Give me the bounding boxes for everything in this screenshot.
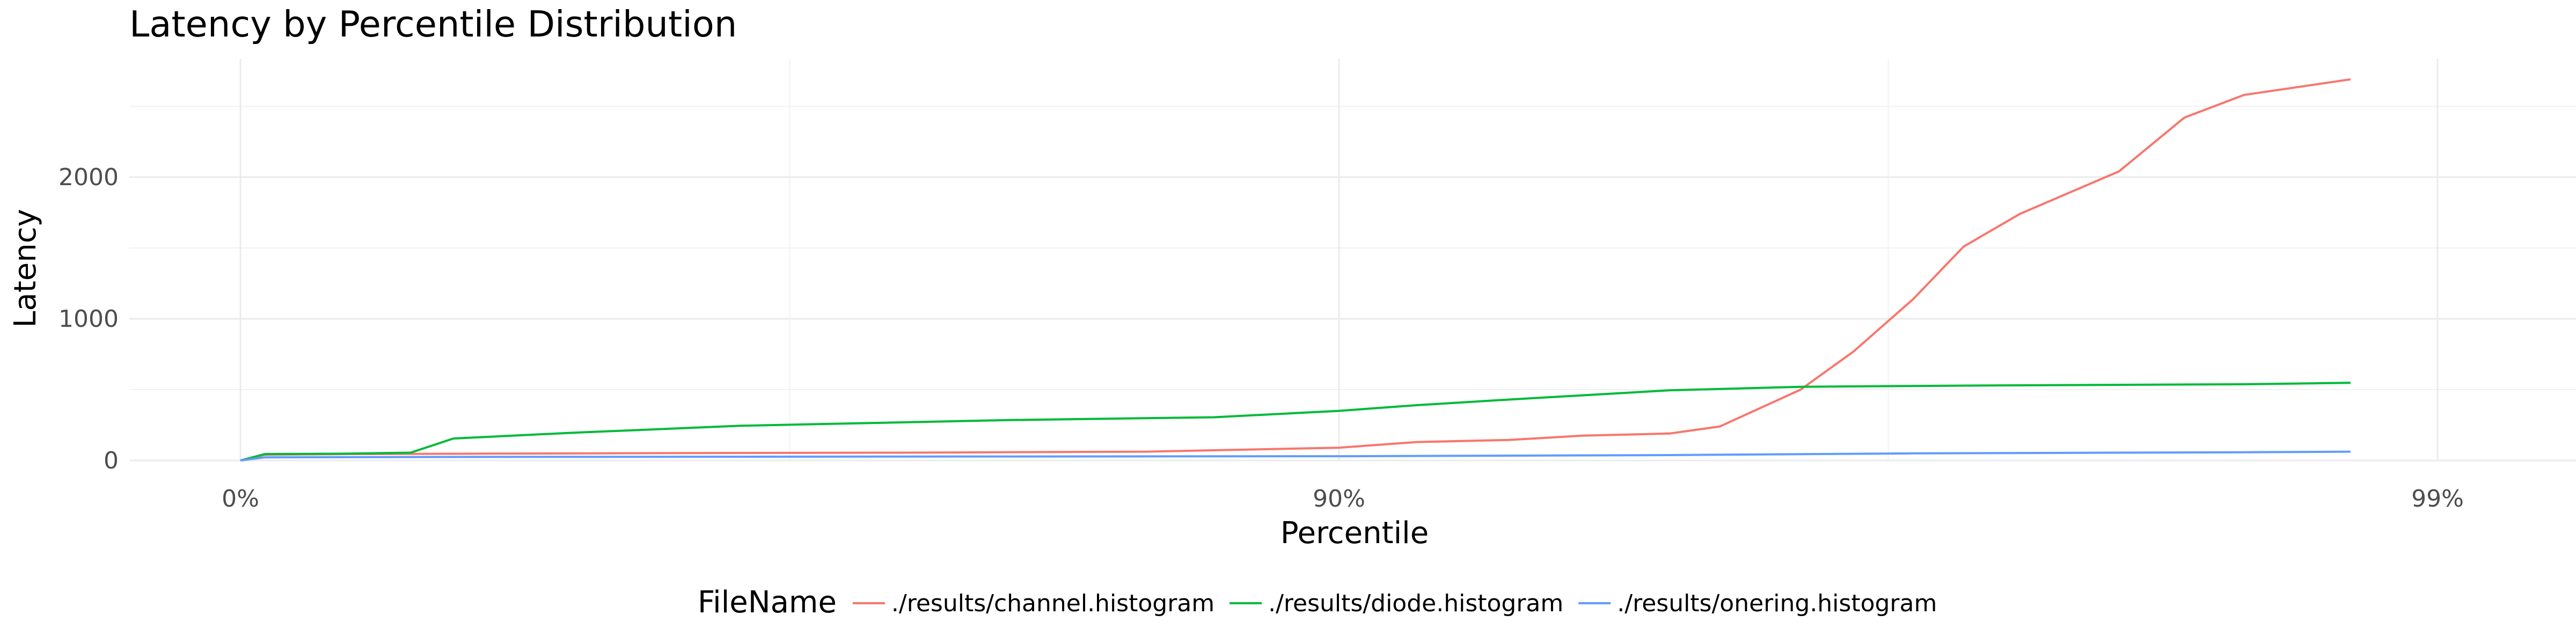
y-tick-label-0: 0	[104, 447, 119, 474]
y-axis-title: Latency	[8, 209, 43, 327]
chart-title: Latency by Percentile Distribution	[129, 3, 737, 45]
series-lines	[240, 78, 2351, 462]
minor-gridlines	[129, 59, 2576, 460]
legend: FileName ./results/channel.histogram ./re…	[698, 585, 1937, 620]
x-tick-label-0: 0%	[222, 485, 259, 513]
y-tick-label-1: 1000	[58, 305, 119, 333]
x-tick-label-2: 99%	[2411, 485, 2464, 513]
legend-items: ./results/channel.histogram ./results/dio…	[852, 590, 1937, 617]
legend-title: FileName	[698, 585, 837, 620]
legend-label-0: ./results/channel.histogram	[891, 590, 1214, 617]
legend-label-2: ./results/onering.histogram	[1617, 590, 1937, 617]
x-tick-label-1: 90%	[1313, 485, 1365, 513]
major-gridlines	[129, 59, 2576, 462]
series-line-2	[240, 450, 2351, 462]
series-line-1	[240, 382, 2351, 462]
legend-label-1: ./results/diode.histogram	[1268, 590, 1563, 617]
y-axis-tick-labels: 0 1000 2000	[58, 164, 119, 474]
x-axis-tick-labels: 0% 90% 99%	[222, 485, 2464, 513]
x-axis-title: Percentile	[1280, 516, 1429, 551]
series-line-0	[240, 78, 2351, 462]
y-tick-label-2: 2000	[58, 164, 119, 191]
